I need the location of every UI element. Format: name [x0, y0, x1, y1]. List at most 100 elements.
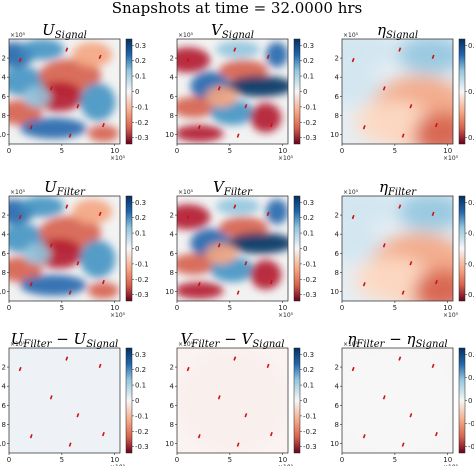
- colorbar-tick-label: 0.3: [303, 42, 314, 50]
- colorbar-tick-label: -0.1: [468, 443, 474, 451]
- y-tick-label: 4: [2, 383, 7, 391]
- panel-V_diff: VFilter − VSignal×10⁵×10⁵24681005100.30.…: [165, 330, 317, 466]
- x-tick-label: 5: [228, 147, 232, 155]
- station-marker: [269, 432, 273, 437]
- panel-U_diff: UFilter − USignal×10⁵×10⁵24681005100.30.…: [0, 330, 149, 466]
- station-marker: [101, 432, 105, 437]
- station-marker: [431, 211, 435, 217]
- station-marker: [269, 280, 273, 285]
- station-marker: [398, 356, 402, 361]
- heatmap-blob: [177, 96, 216, 118]
- heatmap-blob: [353, 99, 431, 144]
- y-tick-label: 6: [335, 93, 340, 101]
- station-marker: [236, 290, 240, 295]
- heatmap-blob: [250, 103, 282, 133]
- station-marker: [29, 434, 33, 439]
- station-marker: [217, 395, 221, 400]
- colorbar-tick-label: -0.1: [303, 103, 317, 111]
- colorbar-tick-label: 0.05: [468, 291, 474, 299]
- heatmap-blob: [226, 232, 288, 254]
- station-marker: [434, 432, 438, 437]
- heatmap-field: [342, 39, 453, 144]
- y-tick-label: 4: [170, 383, 175, 391]
- station-marker: [244, 413, 248, 418]
- station-marker: [197, 282, 201, 287]
- colorbar: [458, 38, 466, 145]
- panel-title: UFilter: [44, 178, 86, 198]
- colorbar: [293, 38, 301, 145]
- x-tick-label: 0: [7, 304, 11, 312]
- y-tick-label: 6: [170, 402, 175, 410]
- heatmap-blob: [215, 41, 261, 58]
- panel-title: VFilter: [213, 178, 253, 198]
- y-tick-label: 6: [2, 93, 7, 101]
- heatmap-field: [342, 196, 453, 301]
- y-tick-label: 10: [0, 440, 6, 448]
- heatmap-blob: [205, 86, 237, 108]
- heatmap-blob: [219, 217, 269, 238]
- x-tick-label: 5: [60, 147, 64, 155]
- y-tick-label: 4: [2, 231, 7, 239]
- x-tick-label: 0: [340, 304, 344, 312]
- heatmap-blob: [219, 60, 269, 81]
- colorbar-tick-label: -0.1: [135, 260, 149, 268]
- colorbar-tick-label: -0.3: [135, 134, 149, 142]
- heatmap-field: [342, 348, 453, 453]
- station-marker: [29, 282, 33, 287]
- heatmap-field: [9, 39, 120, 144]
- plot-frame: [341, 38, 454, 145]
- heatmap-field: [177, 39, 288, 144]
- y-tick-label: 8: [335, 269, 339, 277]
- heatmap-blob: [34, 239, 84, 269]
- station-marker: [351, 366, 355, 372]
- x-tick-label: 5: [60, 456, 64, 464]
- colorbar-tick-label: 0.1: [468, 351, 474, 359]
- y-axis-multiplier: ×10⁵: [178, 341, 194, 348]
- colorbar-tick-label: 0.05: [468, 134, 474, 142]
- heatmap-blob: [397, 196, 453, 231]
- station-marker: [197, 434, 201, 439]
- station-marker: [18, 214, 22, 220]
- plot-frame: [176, 195, 289, 302]
- x-tick-label: 0: [175, 304, 179, 312]
- x-axis-multiplier: ×10⁵: [110, 464, 126, 466]
- y-tick-label: 6: [335, 250, 340, 258]
- x-axis-multiplier: ×10⁵: [278, 464, 294, 466]
- colorbar: [125, 38, 133, 145]
- colorbar: [458, 347, 466, 454]
- colorbar-tick-label: 0.1: [303, 230, 314, 238]
- heatmap-blob: [20, 274, 87, 296]
- colorbar-tick-label: 0.2: [303, 366, 314, 374]
- y-tick-label: 10: [330, 288, 339, 296]
- station-marker: [101, 122, 105, 128]
- colorbar-tick-label: 0.05: [468, 374, 474, 382]
- colorbar-tick-label: -0.3: [303, 291, 317, 299]
- x-tick-label: 0: [175, 456, 179, 464]
- y-tick-label: 8: [2, 269, 6, 277]
- heatmap-blob: [177, 204, 211, 230]
- station-marker: [233, 204, 237, 209]
- y-tick-label: 2: [170, 364, 174, 372]
- station-marker: [49, 395, 53, 400]
- x-tick-label: 5: [228, 456, 232, 464]
- colorbar-tick-label: 0.1: [135, 230, 146, 238]
- station-marker: [382, 243, 386, 248]
- colorbar-tick-label: -0.2: [135, 276, 149, 284]
- station-marker: [18, 366, 22, 372]
- heatmap-blob: [177, 125, 224, 142]
- x-tick-label: 5: [228, 304, 232, 312]
- y-tick-label: 4: [335, 383, 340, 391]
- panel-title: ηFilter − ηSignal: [347, 330, 447, 350]
- station-marker: [236, 442, 240, 447]
- colorbar-tick-label: 0: [135, 397, 139, 405]
- colorbar: [125, 347, 133, 454]
- y-tick-label: 2: [335, 55, 339, 63]
- x-tick-label: 10: [443, 456, 452, 464]
- colorbar-tick-label: -0.2: [135, 428, 149, 436]
- x-tick-label: 10: [110, 304, 119, 312]
- heatmap-blob: [23, 243, 51, 265]
- station-marker: [409, 413, 413, 418]
